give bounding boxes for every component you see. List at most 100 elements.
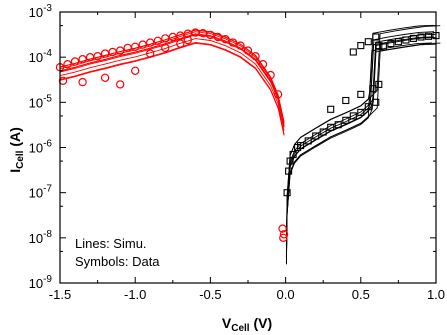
data-point bbox=[198, 29, 208, 38]
data-point bbox=[138, 40, 147, 49]
data-point bbox=[364, 103, 372, 111]
data-point bbox=[228, 38, 238, 47]
data-point bbox=[286, 157, 294, 165]
x-tick-label: -1.0 bbox=[124, 287, 146, 302]
data-point bbox=[297, 142, 305, 150]
data-point bbox=[402, 36, 410, 44]
simulation-line bbox=[285, 31, 435, 252]
data-point bbox=[357, 90, 365, 98]
y-tick-label: 10-9 bbox=[29, 274, 53, 291]
data-point bbox=[424, 32, 433, 40]
y-tick-label: 10-5 bbox=[29, 93, 53, 110]
data-point bbox=[115, 46, 125, 55]
data-point bbox=[289, 150, 297, 159]
data-point bbox=[364, 38, 372, 46]
simulation-line bbox=[59, 42, 285, 136]
simulation-line bbox=[285, 43, 436, 265]
simulation-line bbox=[285, 36, 437, 258]
annotation-symbols: Symbols: Data bbox=[75, 254, 160, 269]
data-point bbox=[100, 49, 110, 58]
data-point bbox=[327, 105, 335, 113]
y-axis-title: ICell (A) bbox=[7, 127, 26, 173]
annotation-lines: Lines: Simu. bbox=[75, 236, 147, 251]
data-point bbox=[93, 52, 102, 61]
data-point bbox=[130, 42, 140, 52]
data-point bbox=[349, 112, 357, 120]
y-tick-label: 10-3 bbox=[29, 3, 53, 20]
data-point bbox=[334, 121, 342, 129]
data-point bbox=[342, 96, 350, 105]
x-tick-label: -1.5 bbox=[49, 287, 71, 302]
x-tick-label: -0.5 bbox=[199, 287, 221, 302]
data-point bbox=[176, 31, 185, 40]
data-point bbox=[115, 80, 125, 89]
set-data-points bbox=[283, 32, 440, 197]
simulation-line bbox=[285, 36, 434, 258]
simulation-line bbox=[285, 25, 441, 246]
data-point bbox=[273, 90, 283, 99]
data-point bbox=[285, 167, 293, 175]
x-tick-label: 0.0 bbox=[277, 287, 295, 302]
data-point bbox=[130, 66, 140, 76]
data-point bbox=[145, 49, 155, 58]
data-point bbox=[279, 230, 289, 239]
x-axis-title: VCell (V) bbox=[222, 315, 272, 334]
data-point bbox=[372, 33, 380, 41]
data-point bbox=[327, 123, 335, 131]
data-point bbox=[342, 116, 350, 124]
data-point bbox=[176, 39, 185, 48]
axis-tick-labels: -1.5 -1.0 -0.5 0.0 0.5 1.0 10-9 10-8 10-7 10-6 10-… bbox=[29, 3, 445, 302]
x-tick-label: 1.0 bbox=[427, 287, 445, 302]
data-point bbox=[221, 35, 230, 44]
data-point bbox=[258, 59, 268, 69]
data-point bbox=[375, 80, 383, 88]
simulation-line bbox=[59, 38, 285, 131]
simulation-line bbox=[59, 29, 285, 123]
data-point bbox=[372, 98, 380, 106]
y-tick-label: 10-7 bbox=[29, 184, 53, 201]
data-point bbox=[357, 42, 365, 50]
data-point bbox=[266, 70, 275, 80]
data-point bbox=[278, 224, 287, 233]
x-tick-label: 0.5 bbox=[352, 287, 370, 302]
data-point bbox=[145, 38, 155, 47]
data-point bbox=[108, 47, 117, 57]
simulation-line bbox=[285, 24, 434, 246]
y-tick-label: 10-4 bbox=[29, 48, 53, 65]
data-point bbox=[357, 108, 365, 116]
data-point bbox=[153, 36, 162, 46]
data-point bbox=[251, 52, 260, 61]
data-point bbox=[63, 59, 72, 69]
data-point bbox=[379, 43, 387, 51]
simulation-line bbox=[285, 42, 432, 264]
reset-data-points bbox=[55, 28, 289, 242]
data-point bbox=[78, 55, 87, 64]
data-point bbox=[213, 32, 223, 42]
simulation-line bbox=[59, 29, 285, 123]
data-point bbox=[78, 77, 87, 87]
data-point bbox=[312, 132, 320, 140]
data-point bbox=[409, 34, 417, 42]
data-point bbox=[369, 85, 377, 93]
data-point bbox=[100, 73, 110, 83]
data-point bbox=[304, 137, 312, 145]
data-point bbox=[387, 40, 395, 48]
reset-simulation-lines bbox=[59, 29, 285, 136]
simulation-line bbox=[285, 42, 441, 264]
data-point bbox=[279, 233, 288, 242]
data-point bbox=[394, 38, 402, 46]
data-point bbox=[206, 30, 215, 40]
data-point bbox=[236, 41, 245, 50]
data-point bbox=[183, 35, 192, 45]
data-point bbox=[375, 42, 383, 50]
data-point bbox=[70, 57, 80, 66]
set-simulation-lines bbox=[285, 24, 441, 265]
data-point bbox=[283, 189, 291, 197]
data-point bbox=[319, 128, 327, 136]
y-tick-label: 10-8 bbox=[29, 229, 53, 246]
data-point bbox=[417, 33, 425, 41]
data-point bbox=[243, 46, 253, 55]
simulation-line bbox=[59, 31, 285, 124]
axis-ticks bbox=[59, 11, 437, 284]
